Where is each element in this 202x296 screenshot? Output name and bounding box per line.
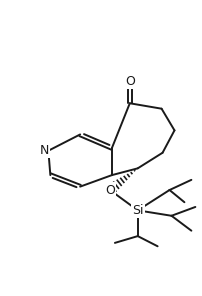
Text: Si: Si (132, 204, 143, 217)
Text: O: O (125, 75, 135, 88)
Text: O: O (105, 184, 115, 197)
Text: N: N (39, 144, 49, 157)
